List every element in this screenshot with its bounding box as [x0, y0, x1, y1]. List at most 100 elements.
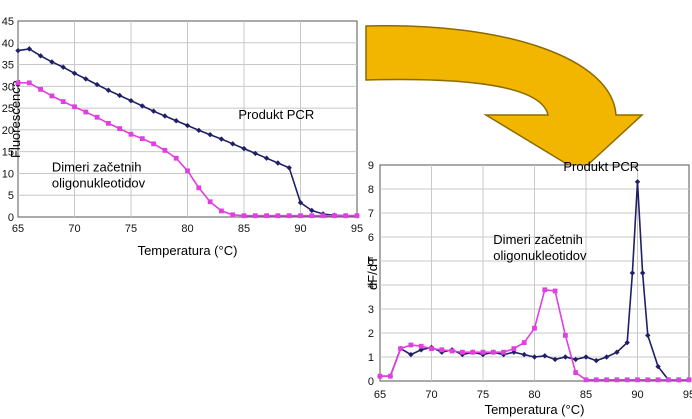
data-point [629, 270, 636, 276]
data-point [439, 347, 445, 353]
y-tick-label: 20 [2, 125, 14, 137]
data-point [241, 213, 247, 219]
data-point [583, 354, 589, 360]
data-point [106, 120, 111, 126]
y-tick-label: 4 [368, 280, 374, 292]
data-point [297, 199, 304, 206]
data-point [583, 377, 589, 383]
y-tick-label: 9 [368, 160, 374, 172]
x-tick-label: 90 [294, 223, 306, 235]
x-tick-label: 70 [425, 389, 437, 401]
x-tick-label: 65 [374, 389, 386, 401]
data-point [38, 86, 43, 92]
data-point [162, 113, 168, 119]
data-point [552, 356, 558, 363]
data-point [128, 131, 134, 137]
data-point [128, 98, 134, 104]
y-tick-label: 5 [368, 256, 374, 268]
data-point [286, 213, 292, 219]
data-point [263, 155, 270, 161]
data-point [264, 213, 269, 219]
data-point [139, 103, 145, 109]
data-point [60, 64, 66, 70]
data-point [354, 213, 360, 219]
data-point [207, 131, 213, 138]
data-point [151, 141, 156, 147]
data-point [635, 377, 640, 383]
data-point [196, 127, 202, 134]
data-point [230, 141, 236, 147]
data-point [521, 340, 527, 345]
data-point [37, 53, 44, 59]
data-point [162, 147, 168, 153]
y-tick-label: 0 [368, 376, 374, 388]
data-point [94, 114, 100, 120]
data-point [501, 349, 506, 355]
x-tick-label: 80 [181, 223, 193, 235]
x-tick-label: 80 [528, 389, 540, 401]
data-point [320, 213, 326, 219]
y-tick-label: 30 [2, 81, 14, 93]
y-axis-label: dF/dT [365, 256, 380, 290]
data-point [614, 349, 620, 355]
annotation-label: Produkt PCR [238, 107, 314, 122]
data-point [49, 59, 55, 65]
y-tick-label: 25 [2, 103, 14, 115]
data-point [449, 348, 455, 354]
annotation-label: Dimeri začetnih [493, 232, 583, 247]
data-point [218, 136, 225, 142]
y-tick-label: 10 [2, 168, 14, 180]
x-tick-label: 85 [580, 389, 592, 401]
y-tick-label: 1 [368, 352, 374, 364]
data-point [418, 343, 424, 349]
data-point [686, 377, 692, 383]
y-axis-label: Fluorescenca [8, 79, 23, 158]
data-point [604, 377, 609, 383]
data-point [332, 213, 337, 219]
data-point [83, 76, 89, 82]
data-point [573, 356, 579, 363]
y-tick-label: 45 [2, 16, 14, 28]
x-axis-label: Temperatura (°C) [138, 243, 238, 258]
x-tick-label: 70 [68, 223, 80, 235]
annotation-label: oligonukleotidov [52, 175, 146, 190]
annotation-label: Dimeri začetnih [52, 159, 142, 174]
data-point [480, 349, 486, 355]
y-tick-label: 0 [8, 212, 14, 224]
data-point [83, 109, 89, 115]
data-point [490, 349, 496, 355]
data-point [184, 122, 191, 129]
data-point [252, 150, 258, 157]
fluorescence-chart: 65 70 75 80 85 90 95 0 5 10 15 20 25 30 35 40 45 Temperat… [2, 16, 363, 258]
y-tick-label: 2 [368, 328, 374, 340]
y-tick-label: 15 [2, 147, 14, 159]
data-point [593, 357, 599, 364]
data-point [173, 118, 179, 124]
data-point [185, 168, 190, 174]
data-point [645, 377, 651, 383]
data-point [275, 160, 281, 166]
data-point [139, 136, 145, 141]
x-axis-label: Temperatura (°C) [485, 402, 585, 417]
data-point [117, 126, 123, 131]
data-point [207, 199, 213, 205]
data-point [230, 212, 236, 218]
x-tick-label: 85 [238, 223, 250, 235]
data-point [309, 213, 315, 219]
data-point [241, 145, 247, 152]
data-point [645, 332, 651, 339]
data-point [593, 377, 599, 383]
curved-arrow-icon [365, 24, 644, 173]
data-point [408, 351, 414, 358]
annotation-label: oligonukleotidov [493, 248, 587, 263]
data-point [511, 346, 517, 351]
data-point [542, 287, 548, 293]
data-point [573, 370, 579, 375]
data-point [298, 213, 303, 219]
y-tick-label: 6 [368, 232, 374, 244]
data-point [275, 213, 281, 219]
data-point [26, 80, 32, 86]
y-tick-label: 35 [2, 60, 14, 72]
data-point [408, 342, 414, 348]
